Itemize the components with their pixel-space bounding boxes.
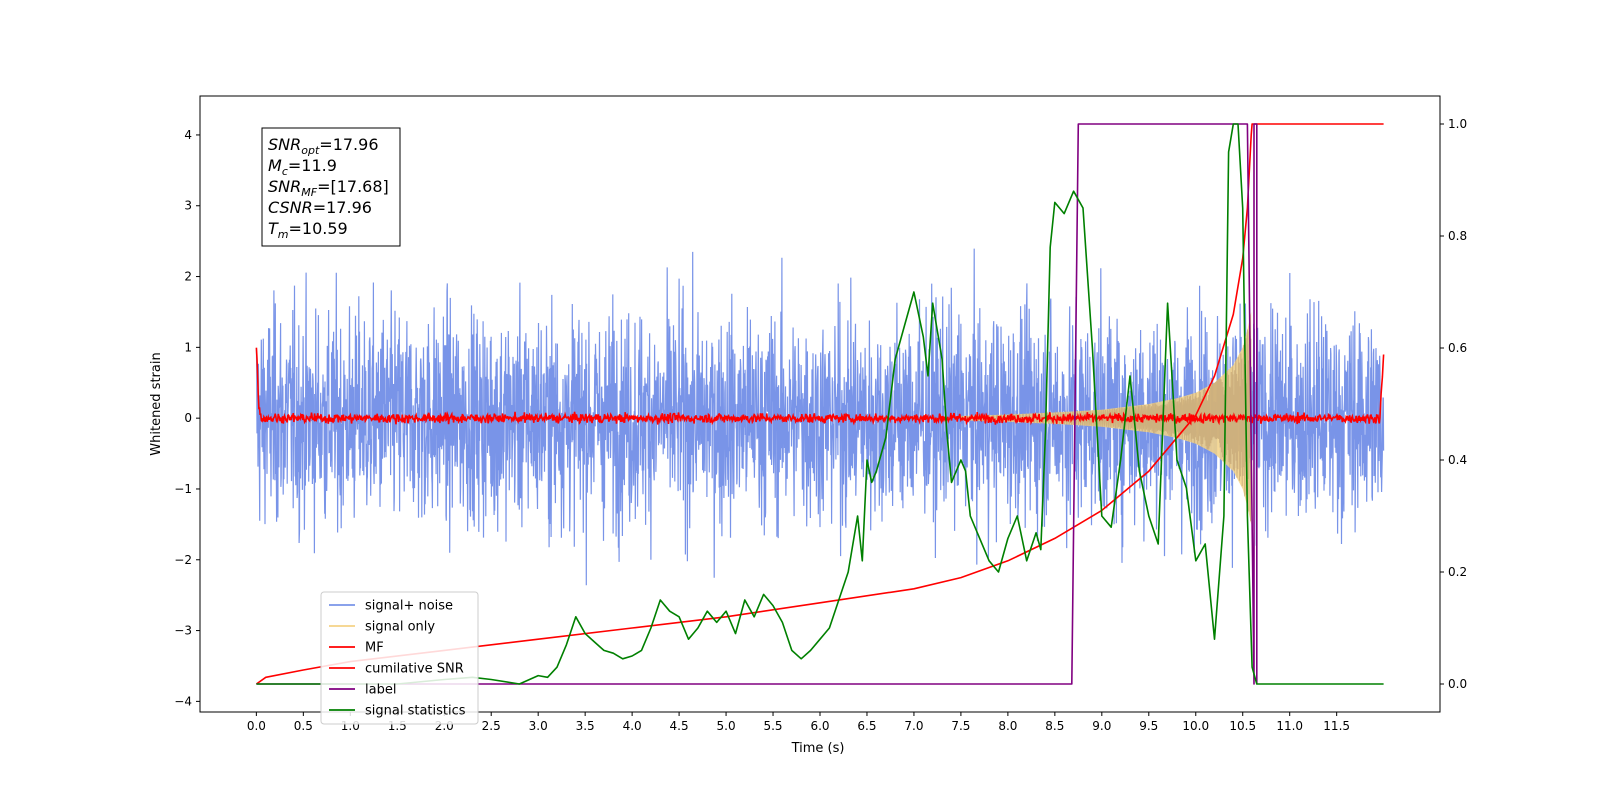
x-tick-label: 0.0 bbox=[247, 719, 266, 733]
legend-label: MF bbox=[365, 641, 384, 656]
legend-label: signal+ noise bbox=[365, 599, 453, 614]
x-tick-label: 3.0 bbox=[529, 719, 548, 733]
y-tick-label: −3 bbox=[174, 624, 192, 638]
x-tick-label: 11.0 bbox=[1276, 719, 1303, 733]
annotation-box: SNRopt=17.96Mc=11.9SNRMF=[17.68]CSNR=17.… bbox=[261, 127, 401, 247]
annotation-line: SNRMF=[17.68] bbox=[268, 177, 389, 199]
x-tick-label: 5.0 bbox=[717, 719, 736, 733]
x-tick-label: 11.5 bbox=[1323, 719, 1350, 733]
x-tick-label: 0.5 bbox=[294, 719, 313, 733]
y-tick-label: −2 bbox=[174, 553, 192, 567]
x-tick-label: 9.0 bbox=[1092, 719, 1111, 733]
series-signal-statistics bbox=[256, 123, 1384, 685]
annotation-line: Tm=10.59 bbox=[268, 219, 348, 241]
x-tick-label: 8.5 bbox=[1045, 719, 1064, 733]
series-signal-noise bbox=[255, 248, 1385, 586]
legend-label: signal statistics bbox=[365, 704, 466, 719]
annotation-line: Mc=11.9 bbox=[268, 156, 337, 178]
x-tick-label: 7.5 bbox=[951, 719, 970, 733]
legend-label: signal only bbox=[365, 620, 435, 635]
x-tick-label: 6.0 bbox=[810, 719, 829, 733]
y-tick-label: −1 bbox=[174, 482, 192, 496]
legend-label: cumilative SNR bbox=[365, 662, 464, 677]
x-tick-label: 9.5 bbox=[1139, 719, 1158, 733]
x-axis-label: Time (s) bbox=[791, 741, 845, 756]
legend-label: label bbox=[365, 683, 396, 698]
series-mf bbox=[255, 347, 1385, 426]
x-tick-label: 10.5 bbox=[1229, 719, 1256, 733]
x-tick-label: 3.5 bbox=[576, 719, 595, 733]
y2-tick-label: 0.6 bbox=[1448, 341, 1467, 355]
y-tick-label: 0 bbox=[184, 411, 192, 425]
y2-tick-label: 0.0 bbox=[1448, 677, 1467, 691]
y-tick-label: 2 bbox=[184, 270, 192, 284]
y2-tick-label: 1.0 bbox=[1448, 117, 1467, 131]
x-tick-label: 2.5 bbox=[482, 719, 501, 733]
y-tick-label: 1 bbox=[184, 340, 192, 354]
x-tick-label: 8.0 bbox=[998, 719, 1017, 733]
x-tick-label: 7.0 bbox=[904, 719, 923, 733]
y-axis-label: Whitened strain bbox=[149, 352, 164, 455]
annotation-line: CSNR=17.96 bbox=[268, 198, 372, 217]
legend-frame bbox=[320, 591, 479, 725]
series-label bbox=[256, 123, 1258, 685]
x-tick-label: 4.5 bbox=[670, 719, 689, 733]
x-tick-label: 4.0 bbox=[623, 719, 642, 733]
x-tick-label: 5.5 bbox=[763, 719, 782, 733]
annotation-line: SNRopt=17.96 bbox=[268, 135, 379, 157]
x-tick-label: 10.0 bbox=[1182, 719, 1209, 733]
y-tick-label: 3 bbox=[184, 199, 192, 213]
y-tick-label: 4 bbox=[184, 128, 192, 142]
y2-tick-label: 0.8 bbox=[1448, 229, 1467, 243]
y2-tick-label: 0.2 bbox=[1448, 565, 1467, 579]
legend: signal+ noise signal only MF cumilative SNR… bbox=[320, 591, 479, 725]
x-tick-label: 6.5 bbox=[857, 719, 876, 733]
y2-tick-label: 0.4 bbox=[1448, 453, 1467, 467]
annotation-frame bbox=[261, 127, 401, 247]
y-tick-label: −4 bbox=[174, 694, 192, 708]
